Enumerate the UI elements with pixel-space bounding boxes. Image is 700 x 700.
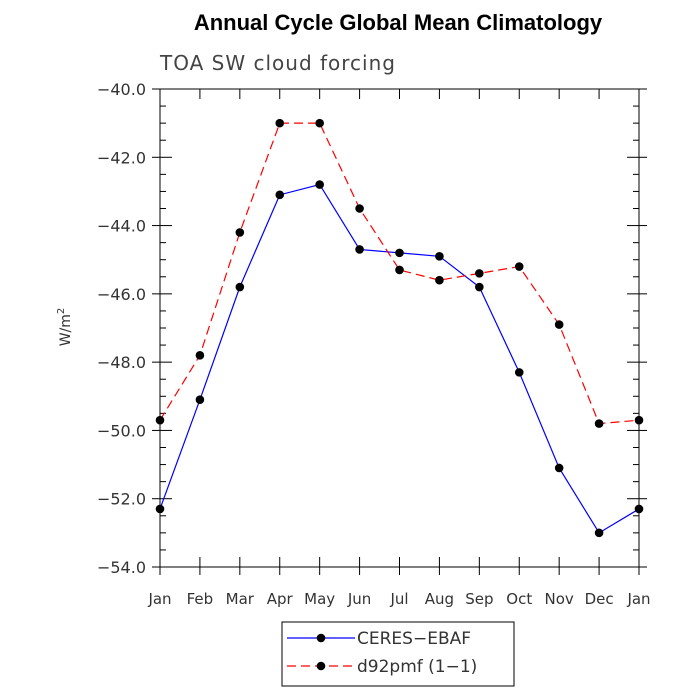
y-tick-label: −50.0 xyxy=(97,421,146,440)
plot-frame xyxy=(159,88,640,568)
data-point-series-1 xyxy=(475,282,484,292)
chart-subtitle: TOA SW cloud forcing xyxy=(159,51,396,75)
x-tick-label: Dec xyxy=(585,590,614,608)
data-point-series-2 xyxy=(594,419,604,428)
data-point-series-1 xyxy=(195,395,205,405)
legend-marker-2 xyxy=(316,661,326,671)
y-tick-label: −40.0 xyxy=(97,80,146,99)
data-point-series-1 xyxy=(594,528,604,538)
data-point-series-1 xyxy=(275,190,285,200)
data-point-series-1 xyxy=(435,251,444,261)
svg-text:W/m2: W/m2 xyxy=(56,308,74,347)
y-tick-label: −54.0 xyxy=(97,558,146,577)
x-tick-label: Aug xyxy=(425,590,454,608)
data-point-series-2 xyxy=(554,320,564,329)
y-axis-label-superscript: 2 xyxy=(56,308,67,314)
data-point-series-2 xyxy=(475,269,484,278)
series-markers xyxy=(155,118,644,538)
chart-title: Annual Cycle Global Mean Climatology xyxy=(194,10,603,35)
axis-ticks xyxy=(152,88,647,575)
y-tick-label: −42.0 xyxy=(97,148,146,167)
x-tick-label: Jun xyxy=(347,590,371,608)
y-tick-label: −52.0 xyxy=(97,490,146,509)
data-point-series-2 xyxy=(235,228,245,237)
x-tick-labels: Jan Feb Mar Apr May Jun Jul Aug Sep Oct Nov Dec Jan xyxy=(147,590,650,608)
series-line-1 xyxy=(159,183,640,534)
data-point-series-2 xyxy=(395,265,404,275)
data-point-series-2 xyxy=(435,275,444,285)
data-point-series-2 xyxy=(195,351,205,360)
y-tick-label: −48.0 xyxy=(97,353,146,372)
x-tick-label: Sep xyxy=(465,590,493,608)
data-point-series-1 xyxy=(355,245,364,254)
legend-label-1: CERES−EBAF xyxy=(357,629,471,649)
data-point-series-1 xyxy=(395,248,404,258)
x-tick-label: Nov xyxy=(545,590,574,608)
legend-box xyxy=(281,621,515,687)
x-tick-label: Mar xyxy=(226,590,255,608)
legend-label-2: d92pmf (1−1) xyxy=(357,657,477,677)
data-point-series-1 xyxy=(554,463,564,473)
y-tick-labels: −54.0 −52.0 −50.0 −48.0 −46.0 −44.0 −42.0 −40.0 xyxy=(97,80,146,577)
data-point-series-2 xyxy=(355,204,364,213)
data-point-series-1 xyxy=(235,282,245,292)
legend: CERES−EBAF d92pmf (1−1) xyxy=(281,621,515,687)
x-tick-label: Feb xyxy=(187,590,214,608)
x-tick-label: Apr xyxy=(267,590,294,608)
data-point-series-2 xyxy=(315,118,324,128)
series-lines xyxy=(159,122,640,534)
x-tick-label: Oct xyxy=(506,590,532,608)
data-point-series-1 xyxy=(315,180,324,189)
y-tick-label: −44.0 xyxy=(97,217,146,236)
x-tick-label: May xyxy=(304,590,335,608)
x-tick-label: Jan xyxy=(147,590,171,608)
y-axis-label-text: W/m xyxy=(58,314,74,346)
data-point-series-2 xyxy=(275,118,285,128)
y-axis-label: W/m2 xyxy=(56,308,74,347)
x-tick-label: Jan xyxy=(626,590,650,608)
data-point-series-2 xyxy=(514,262,524,271)
x-tick-label: Jul xyxy=(389,590,408,608)
data-point-series-1 xyxy=(514,368,524,377)
legend-marker-1 xyxy=(316,633,326,643)
y-tick-label: −46.0 xyxy=(97,285,146,304)
